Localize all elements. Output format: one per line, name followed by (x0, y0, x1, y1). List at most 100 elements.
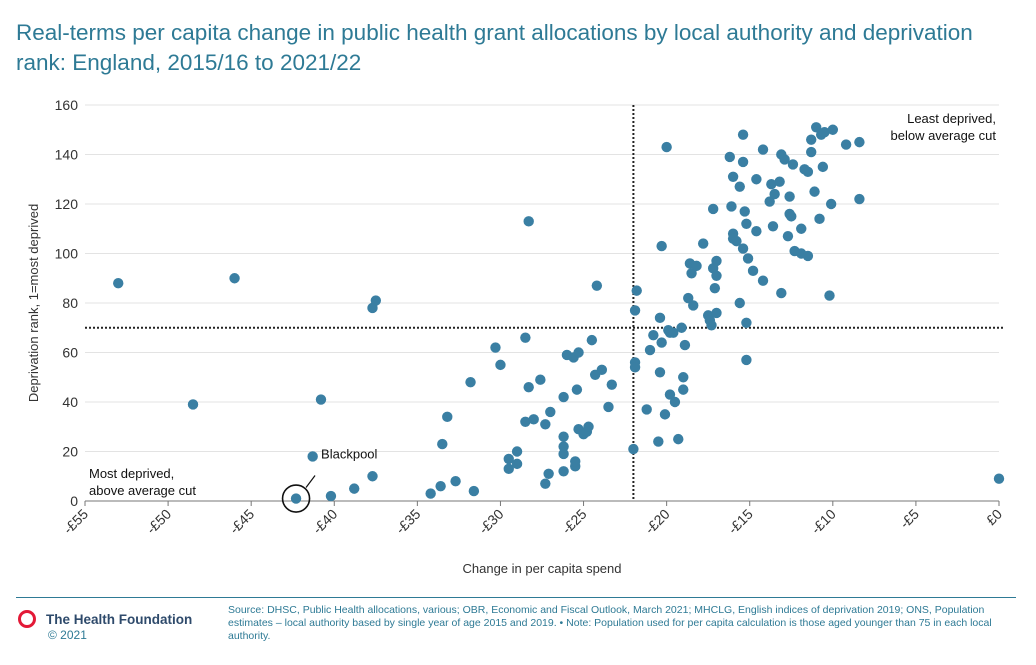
data-point (806, 146, 817, 158)
data-point (664, 389, 676, 400)
data-point (425, 488, 436, 499)
data-point (442, 411, 453, 423)
data-point (683, 292, 694, 304)
data-point (570, 456, 581, 467)
y-tick-label: 40 (62, 394, 78, 410)
data-point (827, 124, 839, 135)
data-point (751, 226, 762, 237)
data-point (676, 322, 687, 333)
x-tick-label: -£15 (725, 506, 756, 537)
data-point (711, 270, 722, 281)
data-point (727, 171, 739, 182)
data-point (711, 255, 722, 267)
source-note: Source: DHSC, Public Health allocations,… (228, 604, 992, 642)
data-point (854, 193, 865, 205)
data-point (802, 250, 814, 262)
data-point (734, 181, 745, 192)
data-point (854, 136, 865, 148)
data-point (628, 443, 639, 455)
chart-canvas: 0 20 40 60 80 100 120 140 160 -£55 -£50 -£45 -£40 -£3… (26, 97, 1005, 576)
data-point (659, 409, 671, 420)
blackpool-leader-line (305, 475, 316, 488)
data-point (767, 221, 779, 232)
y-tick-label: 140 (55, 147, 79, 163)
data-point (656, 240, 667, 252)
data-point (654, 312, 666, 324)
data-point (468, 485, 480, 497)
annotation-most-deprived-line2: above average cut (89, 483, 196, 498)
data-point (511, 458, 523, 470)
data-point (776, 287, 787, 299)
data-point (571, 384, 583, 395)
data-point (840, 139, 852, 150)
data-point (737, 156, 749, 168)
data-point (113, 278, 124, 289)
data-point (741, 218, 752, 229)
x-tick-label: -£40 (309, 506, 340, 537)
data-point (766, 179, 777, 190)
data-point (654, 367, 666, 378)
chart-title: Real-terms per capita change in public h… (16, 20, 973, 75)
x-axis-title: Change in per capita spend (462, 561, 621, 576)
data-point (437, 438, 448, 450)
data-point (809, 186, 820, 197)
data-point (678, 384, 689, 395)
data-point (709, 282, 721, 294)
x-tick-label: -£20 (642, 506, 673, 537)
data-point (757, 275, 769, 286)
data-point (435, 480, 446, 492)
data-point (535, 374, 546, 385)
data-point (757, 144, 769, 155)
data-point (450, 476, 461, 487)
x-tick-label: -£25 (559, 506, 590, 537)
data-point (558, 448, 569, 460)
data-point (629, 362, 641, 373)
y-tick-label: 120 (55, 196, 79, 212)
data-point (707, 203, 719, 215)
data-point (711, 307, 722, 319)
data-point (325, 490, 337, 502)
data-point (520, 332, 531, 343)
data-point (523, 381, 534, 393)
data-point (737, 243, 749, 254)
data-point (656, 337, 667, 348)
data-point (731, 235, 742, 247)
data-point (782, 230, 794, 242)
data-point (465, 377, 476, 388)
data-point (558, 466, 569, 477)
data-point (688, 300, 699, 311)
data-point (697, 238, 709, 249)
data-point (367, 471, 378, 482)
data-point (545, 406, 556, 418)
data-point (686, 268, 697, 279)
data-point (724, 151, 735, 163)
data-point (741, 317, 752, 328)
data-point (817, 161, 829, 173)
data-point (370, 295, 382, 306)
data-point (349, 483, 360, 494)
data-point (641, 404, 652, 415)
data-point (786, 211, 797, 222)
data-point (558, 391, 569, 403)
data-point (802, 166, 814, 178)
data-point (742, 253, 754, 264)
x-tick-label: £0 (983, 506, 1005, 528)
annotation-least-deprived: Least deprived, (907, 111, 996, 126)
x-tick-label: -£5 (896, 506, 922, 532)
data-point (520, 416, 531, 427)
data-point (543, 468, 554, 479)
data-point (668, 327, 679, 338)
data-point (825, 198, 837, 210)
data-point (751, 174, 762, 185)
data-point (558, 431, 569, 442)
data-point (503, 453, 514, 465)
data-point (741, 354, 752, 366)
y-axis-title: Deprivation rank, 1=most deprived (26, 204, 41, 402)
data-point (653, 436, 664, 447)
blackpool-label: Blackpool (321, 447, 377, 462)
data-point (673, 433, 684, 445)
data-point (229, 273, 240, 284)
data-point (511, 446, 523, 457)
brand-logo: The Health Foundation (18, 610, 192, 628)
x-tick-label: -£30 (475, 506, 506, 537)
